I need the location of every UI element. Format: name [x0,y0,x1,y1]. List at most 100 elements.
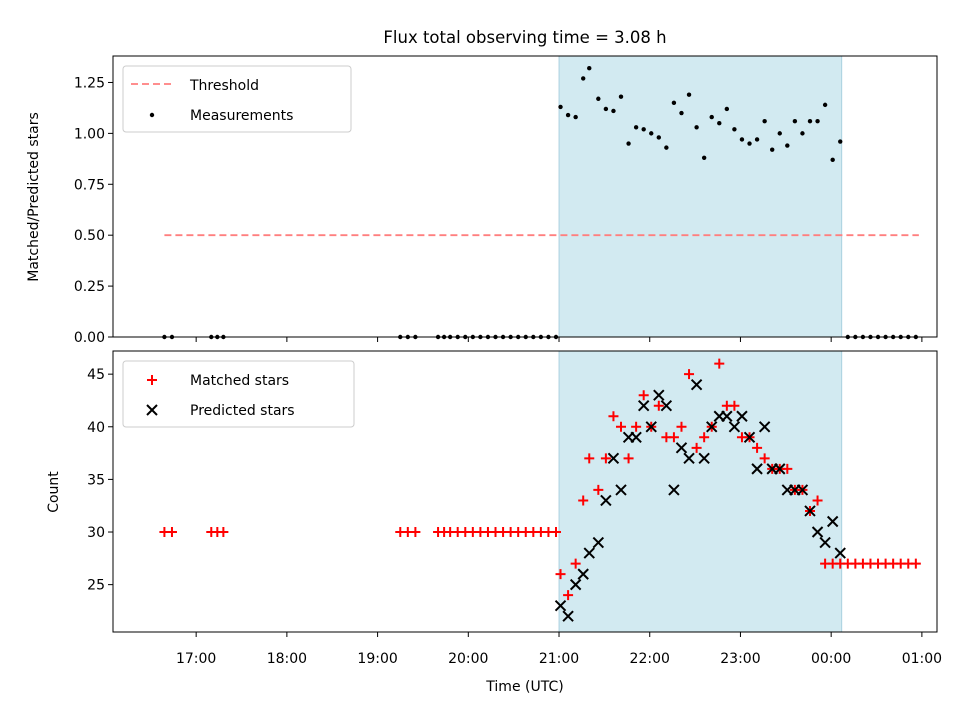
bottom-y-axis-label: Count [46,471,62,513]
measurement-point [626,141,631,146]
predicted-point [819,536,831,549]
measurement-point [649,131,654,136]
x-tick-label: 17:00 [176,651,216,667]
measurement-point [822,102,828,108]
predicted-point [698,452,710,465]
x-tick-label: 21:00 [539,651,579,667]
legend-predicted-label: Predicted stars [190,403,295,419]
matched-point [812,495,823,506]
measurement-point [785,143,790,148]
y-tick-label: 25 [87,578,105,594]
matched-point [550,527,561,538]
matched-point [699,432,710,443]
predicted-point [645,421,657,433]
measurement-point [838,139,843,144]
measurement-point [611,108,616,114]
measurement-point [762,118,767,124]
measurement-point [565,112,571,118]
top-shaded-region [558,55,843,338]
matched-point [638,390,649,401]
measurement-point [747,141,752,146]
bottom-legend: Matched stars Predicted stars [122,360,355,428]
matched-point [759,453,770,464]
x-tick-label: 18:00 [267,651,307,667]
predicted-point [728,421,741,433]
predicted-point [804,505,816,517]
predicted-point [743,431,756,444]
predicted-point [668,484,680,496]
bottom-y-ticks: 25 30 35 40 45 [87,367,113,594]
matched-point [608,411,619,422]
measurement-point [573,114,578,120]
y-tick-label: 30 [87,525,105,541]
measurement-point [694,125,699,130]
legend-predicted-swatch [146,404,158,416]
top-y-axis-label: Matched/Predicted stars [26,112,42,282]
measurement-point [709,114,714,120]
predicted-point [751,463,763,475]
predicted-point [577,568,589,580]
matched-point [653,400,664,411]
legend-measurements-label: Measurements [190,108,293,124]
y-tick-label: 40 [87,420,105,436]
predicted-point [600,494,612,507]
measurement-point [671,100,677,106]
measurement-point [777,131,782,136]
matched-point [555,569,566,580]
predicted-point [706,421,718,433]
predicted-point [675,442,688,454]
x-tick-label: 23:00 [720,651,760,667]
matched-point [752,442,763,453]
matched-point [218,527,229,538]
measurement-point [792,118,798,124]
matched-point [578,495,589,506]
bottom-shaded-region [558,350,843,633]
top-panel: 0.00 0.25 0.50 0.75 1.00 1.25 Matched/Predict… [26,55,938,346]
measurement-point [581,76,586,81]
measurement-point [587,66,592,71]
matched-point [714,358,725,369]
bottom-axes-frame [112,350,938,633]
measurement-point [679,110,684,116]
measurement-point [754,137,760,142]
legend-threshold-label: Threshold [189,78,259,94]
measurement-point [603,106,609,112]
matched-point [631,421,642,432]
measurement-point [656,135,662,140]
measurement-point [558,104,563,110]
matched-point [616,421,627,432]
measurement-point [633,125,639,130]
predicted-point [660,400,673,412]
matched-points [159,358,921,601]
predicted-point [683,452,695,465]
measurement-point [807,118,813,124]
matched-point [600,453,611,464]
x-ticks: 17:00 18:00 19:00 20:00 21:00 22:00 23:00 00:00… [176,632,942,667]
y-tick-label: 35 [87,472,105,488]
matched-point [910,558,921,569]
matched-point [691,442,702,453]
matched-point [676,421,687,432]
predicted-point [826,515,839,528]
top-legend: Threshold Measurements [122,65,352,133]
measurement-point [739,137,745,142]
predicted-point [834,547,846,559]
x-tick-label: 00:00 [811,651,851,667]
y-tick-label: 0.25 [74,279,105,295]
matched-point [593,484,604,495]
x-tick-label: 01:00 [902,651,942,667]
top-axes-frame [112,55,938,338]
measurement-point [701,155,707,161]
measurement-point [618,94,624,99]
measurement-point [596,96,601,101]
legend-matched-label: Matched stars [190,373,289,389]
measurement-point [717,120,722,126]
top-legend-box [122,65,352,133]
predicted-point [690,378,703,391]
predicted-point [736,410,748,422]
x-tick-label: 22:00 [630,651,670,667]
predicted-point [607,452,620,465]
predicted-point [554,599,567,612]
measurement-point [800,131,805,136]
